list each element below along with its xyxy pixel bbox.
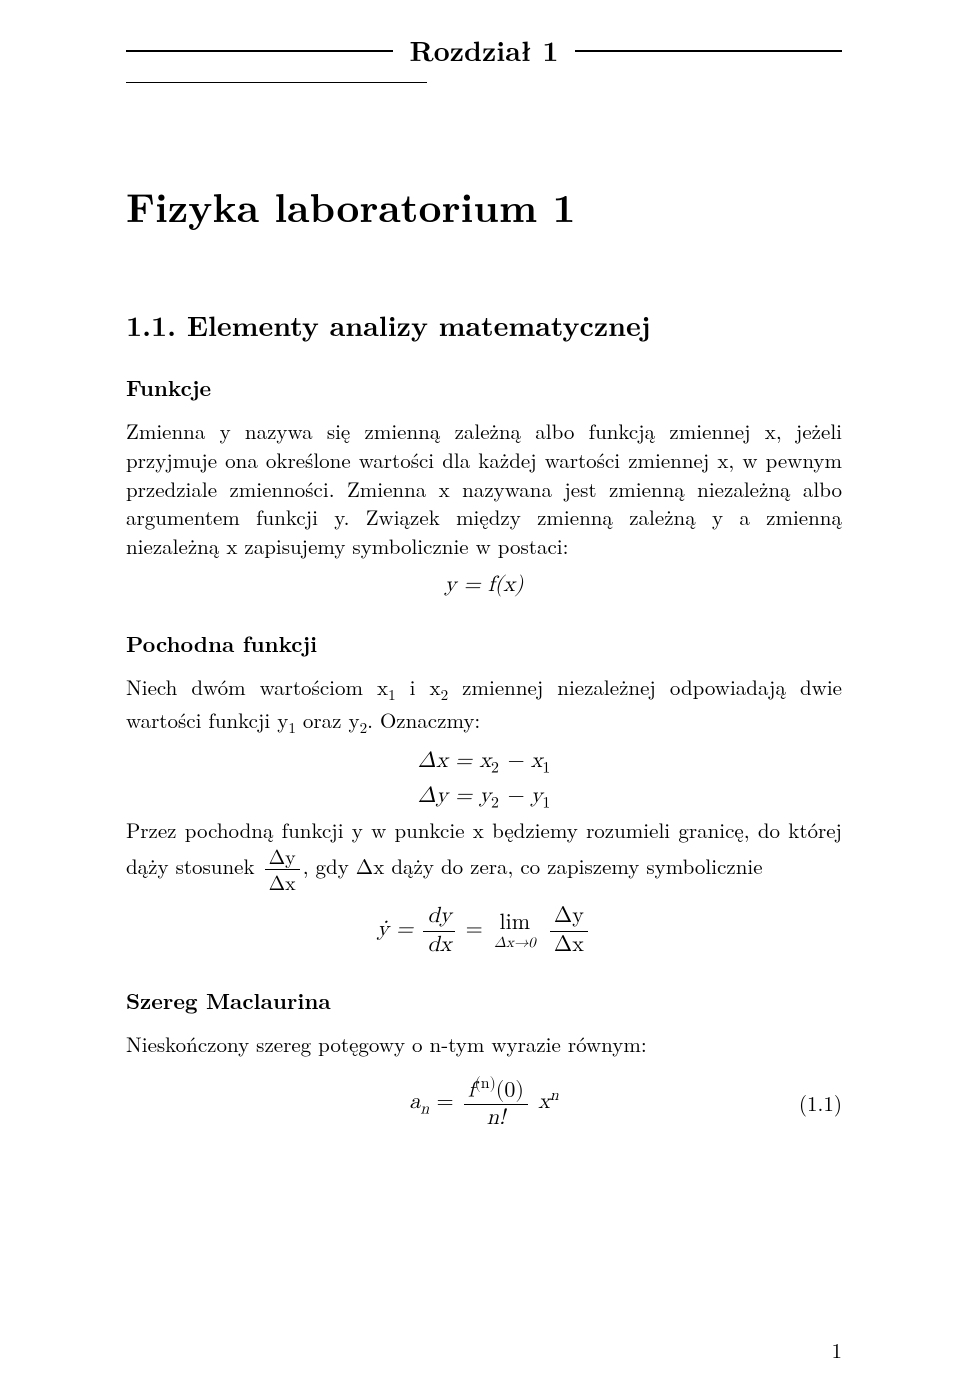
ydot: ẏ = — [377, 919, 420, 941]
paragraph-szereg: Nieskończony szereg potęgowy o n-tym wyr… — [126, 1030, 842, 1059]
dy-lhs: Δy = y — [418, 785, 491, 807]
frac-bar-3 — [550, 931, 588, 932]
section-title: Elementy analizy matematycznej — [187, 305, 651, 345]
dy-sub1: 1 — [542, 795, 550, 811]
frac-fn0: f(n)(0) n! — [464, 1075, 528, 1132]
frac-bar-4 — [464, 1104, 528, 1105]
page-number: 1 — [832, 1336, 843, 1364]
num-fn0: f(n)(0) — [464, 1075, 528, 1104]
equation-maclaurin: an = f(n)(0) n! xn (1.1) — [126, 1075, 842, 1132]
paragraph-pochodna-2: Przez pochodną funkcji y w punkcie x będ… — [126, 816, 842, 894]
frac-num-Dy: Δy — [265, 845, 300, 868]
chapter-header: Rozdział 1 — [126, 32, 842, 70]
lim-word: lim — [494, 912, 536, 934]
dx-minus: − x — [499, 750, 542, 772]
subhead-funkcje: Funkcje — [126, 373, 842, 403]
paragraph-pochodna-1: Niech dwóm wartościom x1 i x2 zmiennej n… — [126, 673, 842, 739]
equation-tag: (1.1) — [772, 1089, 842, 1117]
xn-x: x — [538, 1091, 550, 1113]
p2a: Niech dwóm wartościom x — [126, 672, 388, 702]
p2b: i x — [396, 672, 441, 702]
dx-lhs: Δx = x — [418, 750, 491, 772]
eq-sign-2: = — [436, 1091, 460, 1113]
num-Dy: Δy — [550, 904, 588, 929]
fn0-f: f — [468, 1079, 475, 1101]
p4: Nieskończony szereg potęgowy o n-tym wyr… — [126, 1029, 647, 1059]
num-dy: dy — [423, 904, 455, 929]
rule-right — [575, 50, 842, 51]
rule-below — [126, 82, 427, 83]
eq-center: an = f(n)(0) n! xn — [196, 1075, 772, 1132]
equation-derivative: ẏ = dy dx = lim Δx→0 Δy Δx — [126, 904, 842, 958]
sub-1a: 1 — [388, 684, 396, 705]
den-dx: dx — [423, 933, 455, 958]
fn0-0: (0) — [496, 1079, 524, 1101]
den-nfact: n! — [464, 1106, 528, 1131]
equation-yfx: y = f(x) — [126, 571, 842, 601]
an-a: a — [409, 1091, 420, 1113]
an-n: n — [420, 1101, 429, 1117]
rule-left — [126, 50, 393, 51]
p2d: oraz y — [296, 705, 360, 735]
eq-sign-1: = — [466, 919, 490, 941]
equation-delta-y: Δy = y2 − y1 — [126, 782, 842, 815]
lim-block: lim Δx→0 — [494, 912, 536, 951]
p3b: , gdy Δx dąży do zera, co zapiszemy symb… — [303, 851, 763, 881]
xn-n: n — [550, 1087, 559, 1103]
dy-sub2: 2 — [491, 795, 499, 811]
sub-1b: 1 — [288, 717, 296, 738]
fn0-sup: (n) — [475, 1076, 496, 1092]
equation-delta-x: Δx = x2 − x1 — [126, 747, 842, 780]
den-Dx: Δx — [550, 933, 588, 958]
frac-den-Dx: Δx — [265, 871, 300, 894]
section-number: 1.1. — [126, 305, 176, 345]
eq-yfx: y = f(x) — [445, 574, 524, 596]
chapter-label: Rozdział 1 — [409, 32, 558, 70]
chapter-title: Fizyka laboratorium 1 — [126, 179, 842, 233]
dy-minus: − y — [499, 785, 542, 807]
frac-Dy-Dx: Δy Δx — [550, 904, 588, 958]
sub-2b: 2 — [360, 717, 368, 738]
dx-sub1: 1 — [542, 760, 550, 776]
frac-bar-2 — [423, 931, 455, 932]
paragraph-funkcje: Zmienna y nazywa się zmienną zależną alb… — [126, 417, 842, 562]
p2e: . Oznaczmy: — [367, 705, 480, 735]
subhead-szereg: Szereg Maclaurina — [126, 986, 842, 1016]
dx-sub2: 2 — [491, 760, 499, 776]
subhead-pochodna: Pochodna funkcji — [126, 629, 842, 659]
inline-frac-dy-dx: Δy Δx — [265, 845, 300, 894]
p1-text: Zmienna y nazywa się zmienną zależną alb… — [126, 416, 842, 562]
frac-dy-dx: dy dx — [423, 904, 455, 958]
section-heading: 1.1. Elementy analizy matematycznej — [126, 307, 842, 345]
lim-sub: Δx→0 — [494, 936, 536, 951]
